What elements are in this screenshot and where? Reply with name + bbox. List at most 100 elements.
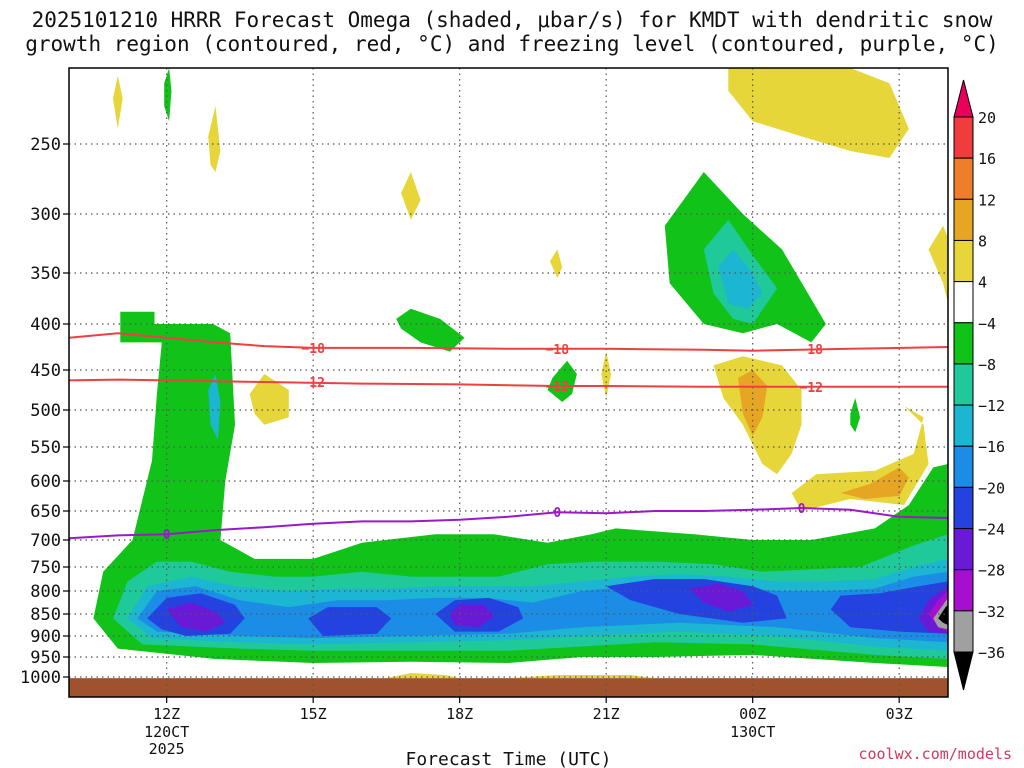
x-tick-label-21Z: 21Z — [593, 705, 620, 723]
contour-label-dgz-2: −12 — [800, 381, 823, 396]
contour-freezing-2 — [69, 506, 948, 540]
contour-label-freezing-1: 0 — [553, 506, 561, 521]
colorbar-bottom-arrow — [953, 651, 974, 691]
colorbar-box-0 — [953, 116, 974, 159]
colorbar-box-10 — [953, 528, 974, 571]
y-tick-label-850: 850 — [30, 605, 61, 625]
x-tick-date-00Z: 130CT — [730, 723, 775, 741]
colorbar-label-9: −20 — [978, 479, 1005, 497]
contour-label-dgz-1: −18 — [546, 343, 570, 358]
y-tick-label-250: 250 — [30, 135, 61, 155]
axes-layer: 2503003504004505005506006507007508008509… — [20, 67, 949, 768]
y-tick-label-300: 300 — [30, 205, 61, 225]
omega-shading-layer — [93, 68, 948, 679]
y-tick-label-550: 550 — [30, 438, 61, 458]
y-tick-label-650: 650 — [30, 502, 61, 522]
y-tick-label-700: 700 — [30, 531, 61, 551]
colorbar-top-arrow — [953, 79, 974, 118]
x-tick-label-00Z: 00Z — [739, 705, 766, 723]
x-tick-date-12Z: 120CT — [144, 723, 189, 741]
x-tick-year-12Z: 2025 — [149, 740, 185, 758]
y-tick-label-600: 600 — [30, 472, 61, 492]
colorbar-label-0: 20 — [978, 109, 996, 127]
omega-region-34-level4 — [550, 249, 563, 279]
x-tick-label-03Z: 03Z — [886, 705, 913, 723]
colorbar-label-7: −12 — [978, 397, 1005, 415]
omega-region-18-level-12 — [718, 249, 763, 309]
y-tick-label-450: 450 — [30, 361, 61, 381]
colorbar-label-13: −36 — [978, 644, 1005, 662]
omega-region-20-level-4 — [547, 360, 577, 402]
colorbar-box-5 — [953, 322, 974, 365]
colorbar-label-3: 8 — [978, 232, 987, 250]
omega-region-29-level4 — [928, 225, 948, 304]
colorbar-label-2: 12 — [978, 191, 996, 209]
contour-label-freezing-2: 0 — [798, 502, 806, 517]
colorbar-label-10: −24 — [978, 521, 1005, 539]
contour-dgz-1 — [69, 378, 948, 388]
y-tick-label-800: 800 — [30, 582, 61, 602]
y-tick-label-900: 900 — [30, 627, 61, 647]
plot-frame — [68, 67, 949, 698]
contour-label-dgz-1: −12 — [546, 380, 569, 395]
omega-region-28-level8 — [840, 467, 909, 499]
colorbar-label-8: −16 — [978, 438, 1005, 456]
y-tick-label-950: 950 — [30, 648, 61, 668]
omega-region-11-level-24 — [689, 583, 753, 612]
omega-region-31-level4 — [113, 75, 123, 129]
site-credit: coolwx.com/models — [858, 745, 1012, 763]
colorbar-box-8 — [953, 445, 974, 488]
omega-region-22-level-4 — [164, 68, 172, 122]
colorbar: 20 16 12 8 4 −4 −8 −12 −16 −20 −24 −28 −32 −36 — [953, 79, 1005, 691]
colorbar-box-6 — [953, 363, 974, 406]
y-tick-label-750: 750 — [30, 558, 61, 578]
omega-region-24-level4 — [728, 68, 909, 158]
ground-surface — [69, 678, 948, 697]
colorbar-label-5: −4 — [978, 315, 996, 333]
y-tick-label-350: 350 — [30, 264, 61, 284]
omega-region-7-level-20 — [606, 579, 787, 623]
omega-region-8-level-20 — [830, 581, 948, 634]
contour-label-dgz-0: −18 — [301, 342, 325, 357]
omega-region-21-level-4 — [850, 398, 861, 433]
omega-region-32-level4 — [208, 106, 221, 172]
colorbar-label-1: 16 — [978, 150, 996, 168]
omega-region-5-level-20 — [308, 607, 392, 636]
chart-title-line-2: growth region (contoured, red, °C) and f… — [25, 32, 999, 56]
omega-region-23-level-12 — [208, 374, 221, 440]
colorbar-box-12 — [953, 610, 974, 653]
x-axis-title: Forecast Time (UTC) — [406, 749, 612, 768]
colorbar-box-11 — [953, 569, 974, 612]
contour-label-dgz-2: −18 — [800, 343, 824, 358]
colorbar-label-6: −8 — [978, 356, 996, 374]
omega-region-10-level-24 — [449, 604, 494, 628]
omega-region-33-level4 — [401, 172, 421, 220]
contour-layer: −18 −18 −18 −12 −12 −12 0 0 0 — [69, 332, 948, 543]
x-tick-label-18Z: 18Z — [446, 705, 473, 723]
contour-label-freezing-0: 0 — [163, 528, 171, 543]
colorbar-label-11: −28 — [978, 562, 1005, 580]
colorbar-box-2 — [953, 198, 974, 241]
x-tick-label-12Z: 12Z — [153, 705, 180, 723]
omega-region-19-level-4 — [396, 308, 465, 352]
colorbar-box-7 — [953, 404, 974, 447]
omega-region-30-level4 — [249, 374, 289, 425]
colorbar-label-12: −32 — [978, 603, 1005, 621]
contour-label-dgz-0: −12 — [301, 376, 324, 391]
x-tick-label-15Z: 15Z — [300, 705, 327, 723]
ground-layer — [69, 678, 948, 697]
colorbar-box-3 — [953, 239, 974, 283]
y-tick-label-400: 400 — [30, 315, 61, 335]
chart-title-line-1: 2025101210 HRRR Forecast Omega (shaded, … — [31, 8, 993, 32]
colorbar-box-4 — [953, 281, 974, 324]
colorbar-box-1 — [953, 157, 974, 200]
omega-region-9-level-24 — [166, 602, 226, 632]
colorbar-label-4: 4 — [978, 274, 987, 292]
omega-region-15-level-36 — [938, 604, 948, 625]
omega-region-35-level4 — [601, 351, 612, 398]
y-tick-label-1000: 1000 — [20, 668, 61, 688]
contour-dgz-0 — [69, 332, 948, 352]
y-tick-label-500: 500 — [30, 401, 61, 421]
colorbar-box-9 — [953, 486, 974, 530]
